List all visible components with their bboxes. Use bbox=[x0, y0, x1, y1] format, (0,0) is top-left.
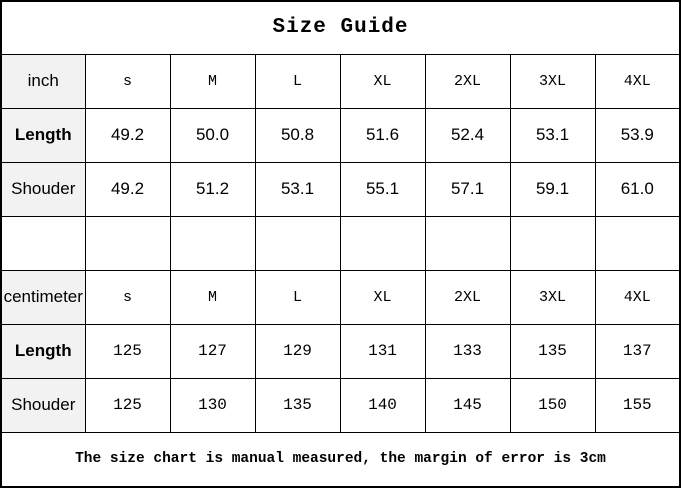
row-label-length: Length bbox=[0, 107, 86, 163]
value-cell: 155 bbox=[594, 377, 681, 433]
value-cell: 125 bbox=[84, 323, 171, 379]
size-cell: 2XL bbox=[424, 269, 511, 325]
size-cell: M bbox=[169, 269, 256, 325]
size-cell: M bbox=[169, 53, 256, 109]
inch-shouder-row: Shouder 49.2 51.2 53.1 55.1 57.1 59.1 61… bbox=[0, 161, 681, 217]
value-cell: 125 bbox=[84, 377, 171, 433]
inch-length-row: Length 49.2 50.0 50.8 51.6 52.4 53.1 53.… bbox=[0, 107, 681, 163]
spacer-row bbox=[0, 215, 681, 271]
empty-cell bbox=[509, 215, 596, 271]
value-cell: 135 bbox=[509, 323, 596, 379]
cm-shouder-row: Shouder 125 130 135 140 145 150 155 bbox=[0, 377, 681, 433]
value-cell: 127 bbox=[169, 323, 256, 379]
empty-cell bbox=[169, 215, 256, 271]
inch-size-header-row: inch s M L XL 2XL 3XL 4XL bbox=[0, 53, 681, 109]
value-cell: 150 bbox=[509, 377, 596, 433]
value-cell: 51.2 bbox=[169, 161, 256, 217]
value-cell: 135 bbox=[254, 377, 341, 433]
size-cell: 3XL bbox=[509, 269, 596, 325]
unit-label-inch: inch bbox=[0, 53, 86, 109]
size-cell: 4XL bbox=[594, 53, 681, 109]
value-cell: 133 bbox=[424, 323, 511, 379]
empty-cell bbox=[84, 215, 171, 271]
empty-cell bbox=[339, 215, 426, 271]
value-cell: 49.2 bbox=[84, 161, 171, 217]
cm-size-header-row: centimeter s M L XL 2XL 3XL 4XL bbox=[0, 269, 681, 325]
size-cell: L bbox=[254, 269, 341, 325]
value-cell: 61.0 bbox=[594, 161, 681, 217]
value-cell: 129 bbox=[254, 323, 341, 379]
value-cell: 130 bbox=[169, 377, 256, 433]
cm-length-row: Length 125 127 129 131 133 135 137 bbox=[0, 323, 681, 379]
value-cell: 53.1 bbox=[509, 107, 596, 163]
footer-note: The size chart is manual measured, the m… bbox=[0, 431, 681, 488]
row-label-shouder: Shouder bbox=[0, 377, 86, 433]
size-cell: 4XL bbox=[594, 269, 681, 325]
size-cell: L bbox=[254, 53, 341, 109]
empty-cell bbox=[254, 215, 341, 271]
size-cell: XL bbox=[339, 53, 426, 109]
value-cell: 53.9 bbox=[594, 107, 681, 163]
value-cell: 50.0 bbox=[169, 107, 256, 163]
value-cell: 137 bbox=[594, 323, 681, 379]
value-cell: 57.1 bbox=[424, 161, 511, 217]
size-cell: s bbox=[84, 269, 171, 325]
value-cell: 55.1 bbox=[339, 161, 426, 217]
size-cell: s bbox=[84, 53, 171, 109]
size-cell: 3XL bbox=[509, 53, 596, 109]
value-cell: 145 bbox=[424, 377, 511, 433]
title-row: Size Guide bbox=[0, 0, 681, 55]
value-cell: 49.2 bbox=[84, 107, 171, 163]
value-cell: 52.4 bbox=[424, 107, 511, 163]
value-cell: 53.1 bbox=[254, 161, 341, 217]
empty-cell bbox=[424, 215, 511, 271]
value-cell: 59.1 bbox=[509, 161, 596, 217]
value-cell: 51.6 bbox=[339, 107, 426, 163]
empty-cell bbox=[594, 215, 681, 271]
page-title: Size Guide bbox=[0, 0, 681, 55]
value-cell: 50.8 bbox=[254, 107, 341, 163]
value-cell: 140 bbox=[339, 377, 426, 433]
empty-cell bbox=[0, 215, 86, 271]
footer-row: The size chart is manual measured, the m… bbox=[0, 431, 681, 488]
size-cell: 2XL bbox=[424, 53, 511, 109]
unit-label-centimeter: centimeter bbox=[0, 269, 86, 325]
row-label-length: Length bbox=[0, 323, 86, 379]
size-cell: XL bbox=[339, 269, 426, 325]
value-cell: 131 bbox=[339, 323, 426, 379]
row-label-shouder: Shouder bbox=[0, 161, 86, 217]
